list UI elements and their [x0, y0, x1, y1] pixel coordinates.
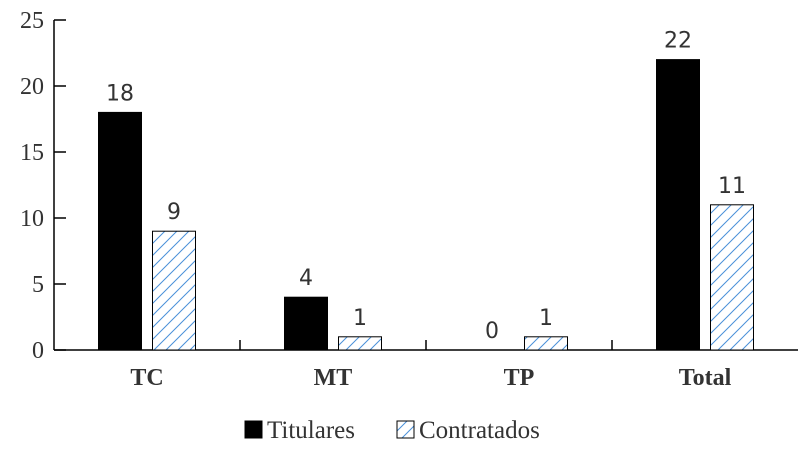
y-tick-label: 10 — [20, 206, 44, 232]
legend: Titulares Contratados — [244, 417, 540, 444]
y-tick-label: 5 — [32, 272, 44, 298]
x-category-label: TC — [130, 365, 163, 391]
data-label: 4 — [299, 266, 313, 291]
bar-contratados-tc — [152, 230, 196, 351]
x-category-label: Total — [679, 365, 732, 391]
y-tick-label: 20 — [20, 74, 44, 100]
bar-titulares-tc — [98, 111, 142, 351]
bar-contratados-mt — [338, 336, 382, 351]
x-category-label: TP — [504, 365, 535, 391]
data-label: 11 — [718, 174, 746, 199]
legend-swatch-titulares — [244, 420, 263, 439]
bar-titulares-total — [656, 59, 700, 351]
y-tick-label: 25 — [20, 8, 44, 34]
y-tick-label: 15 — [20, 140, 44, 166]
bar-contratados-tp — [524, 336, 568, 351]
data-label: 0 — [485, 319, 499, 344]
data-label: 18 — [106, 81, 134, 106]
bars — [98, 59, 754, 351]
bar-titulares-mt — [284, 296, 328, 351]
legend-swatch-contratados — [396, 420, 415, 439]
bar-contratados-total — [710, 204, 754, 351]
legend-label-contratados: Contratados — [419, 417, 540, 444]
labels: 18 9 4 1 0 1 22 11 — [106, 29, 746, 344]
x-category-label: MT — [314, 365, 353, 391]
y-tick-label: 0 — [32, 338, 44, 364]
data-label: 1 — [353, 306, 367, 331]
data-label: 9 — [167, 200, 181, 225]
data-label: 1 — [539, 306, 553, 331]
legend-label-titulares: Titulares — [267, 417, 355, 444]
data-label: 22 — [664, 29, 692, 54]
